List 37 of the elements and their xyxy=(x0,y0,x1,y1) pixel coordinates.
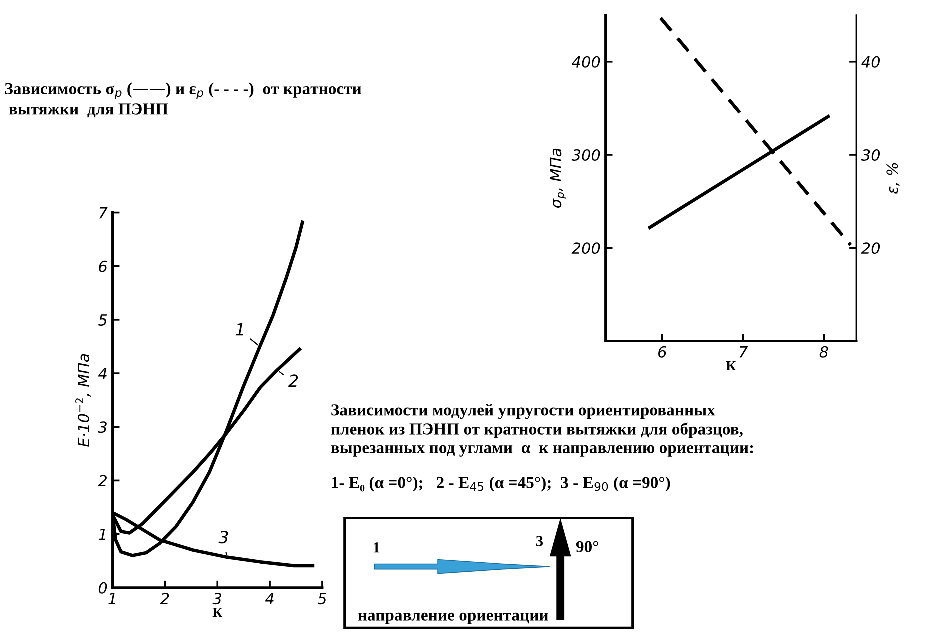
text: 1- E₀ (α =0°); 2 - E$_{45}$ (α =45°); 3 - E$_{90}$ (α =90°) xyxy=(332,476,670,492)
y-tick-label: 6 xyxy=(99,260,108,272)
y-tick-label: 1 xyxy=(98,528,106,540)
series-label: 1 xyxy=(236,323,244,336)
x-axis-title: К xyxy=(726,361,736,371)
y2-tick-label: 40 xyxy=(862,56,880,68)
y-tick-label: 3 xyxy=(98,422,107,434)
legend-label: 2 xyxy=(288,374,298,387)
chart-title: Зависимость σ$_{p}$ (——) и ε$_{p}$ (- - - -) от кратности вытяжки для ПЭНП xyxy=(5,82,362,118)
x-tick-label: 7 xyxy=(740,346,748,358)
x-tick-label: 1 xyxy=(108,593,116,604)
y2-axis-title: ε, % xyxy=(886,163,900,194)
y-tick-label: 0 xyxy=(98,582,108,594)
text: 3 xyxy=(536,536,544,546)
y-tick-label: 200 xyxy=(572,242,600,254)
y-tick-label: 7 xyxy=(100,207,108,219)
x-tick-label: 8 xyxy=(820,346,828,358)
text: Зависимости модулей упругости ориентированных пленок из ПЭНП от кратности вытяжки для образцов, вырезанных под углами α к направлению ориентации: xyxy=(331,404,754,457)
x-tick-label: 2 xyxy=(160,593,170,604)
text: направление ориентации xyxy=(358,612,548,624)
y-tick-label: 2 xyxy=(98,475,107,487)
series-label: 3 xyxy=(218,531,228,544)
text: 1 xyxy=(374,542,380,553)
x-axis-title: К xyxy=(212,608,223,618)
y-tick-label: 300 xyxy=(572,149,600,162)
x-tick-label: 3 xyxy=(212,593,222,605)
y-tick-label: 400 xyxy=(572,56,600,68)
y2-tick-label: 20 xyxy=(861,242,880,254)
y-axis-title: σ$_{p}$, МПа xyxy=(550,148,566,208)
x-tick-label: 4 xyxy=(265,593,274,604)
y-tick-label: 4 xyxy=(98,368,107,380)
y2-tick-label: 30 xyxy=(861,149,880,162)
y-tick-label: 5 xyxy=(98,314,108,326)
x-tick-label: 6 xyxy=(658,346,667,358)
y-axis-title: E·10$^{−2}$, МПа xyxy=(76,354,92,447)
x-tick-label: 5 xyxy=(318,593,326,605)
text: 90° xyxy=(576,541,598,553)
